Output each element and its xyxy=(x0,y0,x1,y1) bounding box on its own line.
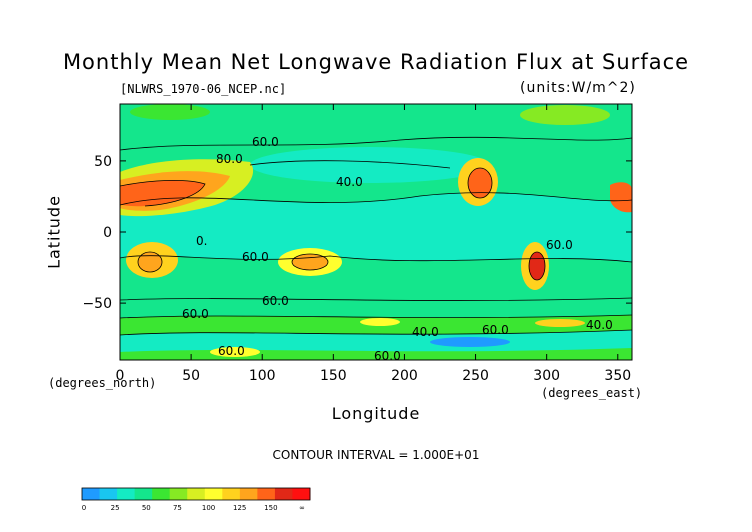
contour-label: 40.0 xyxy=(412,325,439,339)
colorbar-swatch xyxy=(274,488,293,500)
x-tick-label: 350 xyxy=(604,368,631,384)
colorbar-swatch xyxy=(187,488,206,500)
colorbar-swatch xyxy=(292,488,311,500)
southern-yellow-1 xyxy=(360,318,400,326)
map-field: 80.0 60.0 40.0 0. 60.0 60.0 60.0 40.0 60… xyxy=(120,104,632,363)
contour-label: 60.0 xyxy=(252,135,279,149)
colorbar-swatch xyxy=(152,488,171,500)
x-units-label: (degrees_east) xyxy=(541,386,643,400)
contour-label: 60.0 xyxy=(262,294,289,308)
y-tick-label: −50 xyxy=(82,296,112,312)
chart-title: Monthly Mean Net Longwave Radiation Flux… xyxy=(62,50,690,74)
colorbar-tick-label: 100 xyxy=(202,504,215,512)
colorbar-swatch xyxy=(239,488,258,500)
colorbar-tick-label: 125 xyxy=(233,504,246,512)
contour-label: 60.0 xyxy=(546,238,573,252)
contour-label: 40.0 xyxy=(586,318,613,332)
colorbar-frame xyxy=(81,487,311,501)
contour-label: 40.0 xyxy=(336,175,363,189)
tropical-band xyxy=(120,192,632,262)
colorbar-swatch xyxy=(134,488,153,500)
colorbar-swatch xyxy=(257,488,276,500)
contour-interval-label: CONTOUR INTERVAL = 1.000E+01 xyxy=(272,448,480,462)
colorbar-swatch xyxy=(169,488,188,500)
x-tick-label: 100 xyxy=(249,368,276,384)
contour-label: 60.0 xyxy=(242,250,269,264)
y-axis-label: Latitude xyxy=(44,195,64,269)
north-pacific-region xyxy=(250,147,490,183)
colorbar-tick-label: 25 xyxy=(111,504,120,512)
colorbar: 0 25 50 75 100 125 150 ∞ xyxy=(81,487,311,512)
x-axis: 0 50 100 150 200 250 300 350 xyxy=(116,104,631,384)
x-tick-label: 300 xyxy=(533,368,560,384)
contour-lines xyxy=(120,136,632,336)
contour-label: 0. xyxy=(196,234,207,248)
x-tick-label: 0 xyxy=(116,368,125,384)
na-max-region xyxy=(468,168,492,198)
contour-label: 60.0 xyxy=(482,323,509,337)
contour-label: 60.0 xyxy=(374,349,401,363)
y-tick-label: 50 xyxy=(94,154,112,170)
asia-max-region xyxy=(120,180,205,207)
colorbar-swatch xyxy=(222,488,241,500)
x-tick-label: 250 xyxy=(462,368,489,384)
colorbar-swatch xyxy=(117,488,136,500)
contour-label: 60.0 xyxy=(182,307,209,321)
antarctic-cyan xyxy=(120,330,632,352)
colorbar-swatch xyxy=(204,488,223,500)
colorbar-tick-label: ∞ xyxy=(299,504,305,512)
southern-yellow-2 xyxy=(535,319,585,327)
x-tick-label: 150 xyxy=(320,368,347,384)
units-label: (units:W/m^2) xyxy=(520,80,636,96)
contour-label: 80.0 xyxy=(216,152,243,166)
contour-label-group: 80.0 60.0 40.0 0. 60.0 60.0 60.0 40.0 60… xyxy=(182,135,613,363)
x-axis-label: Longitude xyxy=(331,404,421,423)
y-tick-label: 0 xyxy=(103,225,112,241)
colorbar-swatch xyxy=(82,488,101,500)
east-edge-max xyxy=(610,182,632,213)
x-tick-label: 200 xyxy=(391,368,418,384)
file-label: [NLWRS_1970-06_NCEP.nc] xyxy=(120,82,287,96)
y-units-label: (degrees_north) xyxy=(48,376,157,390)
colorbar-swatch xyxy=(99,488,118,500)
colorbar-tick-label: 0 xyxy=(82,504,86,512)
southern-yellow-3 xyxy=(210,347,260,357)
africa-peak-region xyxy=(138,252,162,272)
arctic-patch-2 xyxy=(520,105,610,125)
contour-label: 60.0 xyxy=(218,344,245,358)
antarctic-blue xyxy=(430,337,510,347)
colorbar-tick-label: 75 xyxy=(173,504,182,512)
arctic-patch-1 xyxy=(130,104,210,120)
colorbar-tick-label: 150 xyxy=(264,504,277,512)
colorbar-tick-label: 50 xyxy=(142,504,151,512)
x-tick-label: 50 xyxy=(182,368,200,384)
y-axis: 50 0 −50 xyxy=(82,154,632,312)
